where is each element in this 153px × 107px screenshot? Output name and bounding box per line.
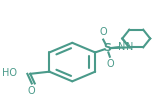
Text: N: N	[126, 42, 133, 52]
Text: O: O	[28, 86, 36, 96]
Text: S: S	[103, 43, 111, 53]
Text: O: O	[106, 59, 114, 69]
Text: O: O	[99, 27, 107, 37]
Text: HO: HO	[2, 68, 17, 78]
Text: N: N	[118, 42, 125, 52]
